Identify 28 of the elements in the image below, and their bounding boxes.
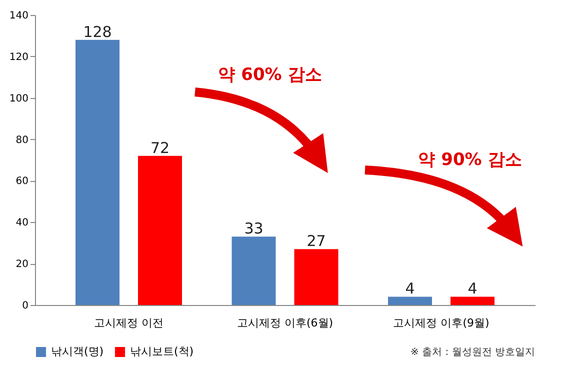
y-tick-label: 20 [16,259,28,270]
bar [388,296,432,305]
bar [450,296,494,305]
y-tick-label: 40 [16,218,28,229]
y-tick-label: 0 [22,300,28,312]
y-tick-label: 100 [9,93,28,104]
legend-label: 낚시객(명) [51,345,104,358]
data-label: 33 [244,220,264,238]
data-label: 128 [83,22,112,41]
x-tick-label: 고시제정 이전 [94,316,164,330]
annotation: 약 60% 감소 [218,65,322,85]
data-label: 72 [150,138,170,157]
y-tick-label: 60 [16,176,28,188]
text: ※ 출처 : 월성원전 방호일지 [410,347,535,358]
y-tick-label: 80 [16,134,28,146]
data-label: 27 [306,232,326,250]
bar [76,40,120,305]
x-tick-label: 고시제정 이후(6월) [236,316,334,330]
legend-label: 낚시보트(척) [130,345,194,358]
y-tick-label: 140 [9,10,28,22]
y-tick-label: 120 [9,52,28,63]
bar [138,156,182,305]
bar [294,249,338,305]
data-label: 4 [468,280,478,298]
data-label: 4 [405,280,415,298]
bar [232,236,276,305]
annotation: 약 90% 감소 [418,150,522,170]
x-tick-label: 고시제정 이후(9월) [393,316,490,330]
